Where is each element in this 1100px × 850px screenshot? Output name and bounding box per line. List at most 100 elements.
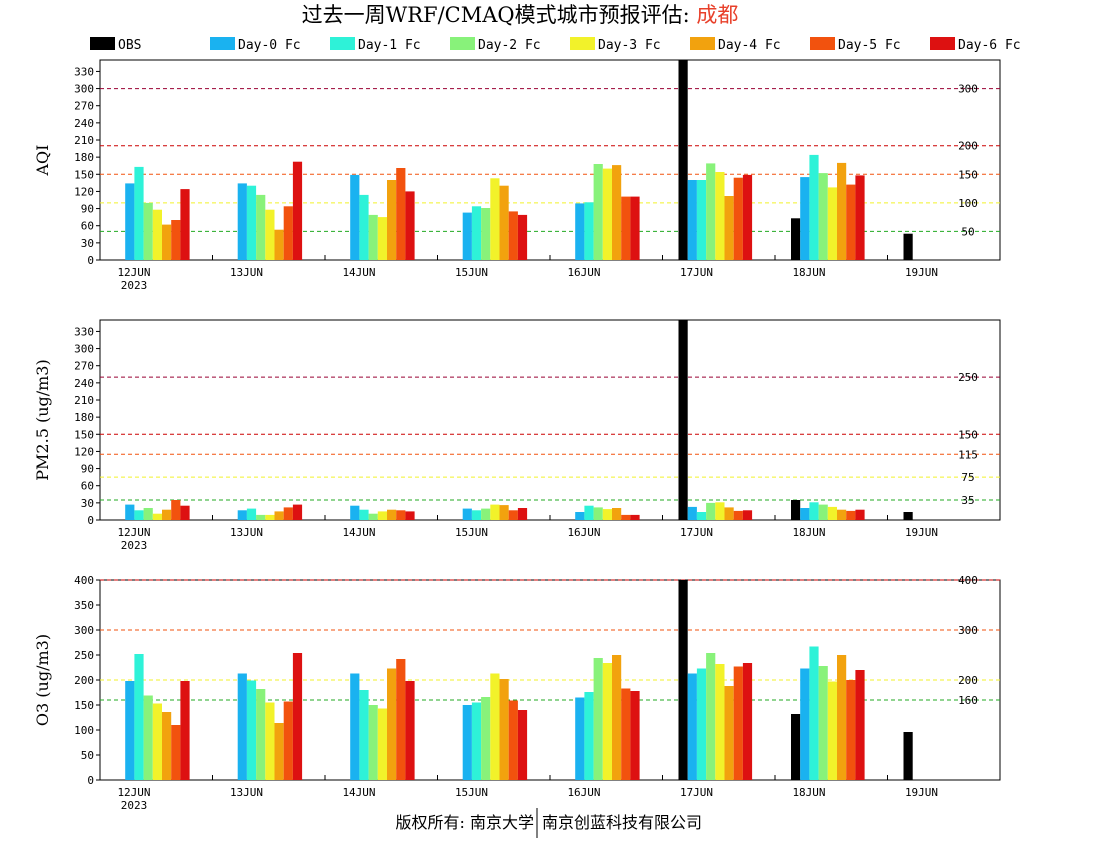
x-tick-label: 13JUN xyxy=(230,786,263,799)
bar-day-2-fc xyxy=(818,173,828,260)
y-tick-label: 270 xyxy=(74,360,94,373)
bar-day-3-fc xyxy=(715,172,725,260)
bar-day-2-fc xyxy=(256,514,266,520)
y-tick-label: 60 xyxy=(81,480,94,493)
bar-day-2-fc xyxy=(256,194,266,260)
x-tick-label: 15JUN xyxy=(455,786,488,799)
bar-obs xyxy=(903,512,913,520)
y-tick-label: 300 xyxy=(74,624,94,637)
bar-day-5-fc xyxy=(621,196,631,260)
bar-day-3-fc xyxy=(490,673,500,780)
x-tick-label: 14JUN xyxy=(342,526,375,539)
aqi-panel: 0 30 60 90 120 150 180 210 240 270 300 330 AQI 300 200… xyxy=(33,59,1001,292)
y-tick-label: 350 xyxy=(74,599,94,612)
bar-day-5-fc xyxy=(621,514,631,520)
bar-day-3-fc xyxy=(602,663,612,780)
x-year-label: 2023 xyxy=(121,539,148,552)
bar-day-1-fc xyxy=(359,690,369,780)
reference-line-label: 300 xyxy=(958,624,978,637)
bar-day-1-fc xyxy=(696,512,707,520)
bar-day-3-fc xyxy=(827,681,837,780)
x-tick-label: 17JUN xyxy=(680,266,713,279)
bar-day-6-fc xyxy=(405,511,415,520)
bar-day-1-fc xyxy=(246,508,257,520)
bar-day-6-fc xyxy=(742,663,753,780)
x-year-label: 2023 xyxy=(121,799,148,812)
y-tick-label: 0 xyxy=(87,774,94,787)
bar-day-6-fc xyxy=(630,514,640,520)
bar-obs xyxy=(678,320,688,520)
bar-day-2-fc xyxy=(818,666,828,780)
bar-day-5-fc xyxy=(846,680,856,780)
bar-day-2-fc xyxy=(593,507,603,520)
bar-day-6-fc xyxy=(180,189,190,260)
bar-day-1-fc xyxy=(584,505,594,520)
bar-day-5-fc xyxy=(171,500,181,520)
bar-day-0-fc xyxy=(687,180,697,260)
x-tick-label: 13JUN xyxy=(230,266,263,279)
bar-obs xyxy=(791,714,801,780)
y-tick-label: 0 xyxy=(87,514,94,527)
bar-day-0-fc xyxy=(575,512,585,520)
x-tick-label: 16JUN xyxy=(567,786,600,799)
bar-day-2-fc xyxy=(706,163,716,260)
bar-day-6-fc xyxy=(517,214,528,260)
legend-item: OBS xyxy=(90,37,141,53)
bar-day-0-fc xyxy=(125,183,135,260)
y-tick-label: 250 xyxy=(74,649,94,662)
bar-day-2-fc xyxy=(256,689,266,780)
bar-day-0-fc xyxy=(462,705,472,780)
reference-line-label: 160 xyxy=(958,694,978,707)
y-axis-label: PM2.5 (ug/m3) xyxy=(33,359,52,480)
y-tick-label: 150 xyxy=(74,428,94,441)
x-tick-label: 18JUN xyxy=(792,526,825,539)
bar-day-2-fc xyxy=(706,653,716,780)
y-axis-label: AQI xyxy=(33,145,52,177)
bar-day-1-fc xyxy=(584,202,594,260)
bar-day-4-fc xyxy=(499,505,509,520)
bar-day-5-fc xyxy=(396,168,406,260)
bar-day-2-fc xyxy=(143,508,153,520)
bar-day-5-fc xyxy=(283,701,293,780)
legend: OBS Day-0 Fc Day-1 Fc Day-2 Fc Day-3 Fc Day-4… xyxy=(90,37,1021,53)
bar-day-0-fc xyxy=(800,668,810,780)
reference-line-label: 75 xyxy=(961,471,974,484)
reference-line-label: 100 xyxy=(958,197,978,210)
x-tick-label: 16JUN xyxy=(567,266,600,279)
bar-day-3-fc xyxy=(490,504,500,520)
x-tick-label: 15JUN xyxy=(455,266,488,279)
x-tick-label: 14JUN xyxy=(342,266,375,279)
bar-day-4-fc xyxy=(837,509,847,520)
bar-day-4-fc xyxy=(162,712,172,780)
chart-title: 过去一周WRF/CMAQ模式城市预报评估: 成都 xyxy=(302,3,739,27)
bar-day-5-fc xyxy=(171,220,181,260)
y-tick-label: 330 xyxy=(74,325,94,338)
y-tick-label: 60 xyxy=(81,220,94,233)
x-tick-label: 12JUN xyxy=(117,266,150,279)
reference-line-label: 50 xyxy=(961,225,974,238)
bar-day-4-fc xyxy=(612,508,622,520)
bar-day-3-fc xyxy=(377,708,387,780)
bar-day-0-fc xyxy=(125,504,135,520)
x-tick-label: 19JUN xyxy=(905,266,938,279)
legend-label: Day-3 Fc xyxy=(598,38,661,53)
bar-day-1-fc xyxy=(359,194,369,260)
x-tick-label: 19JUN xyxy=(905,786,938,799)
bar-day-4-fc xyxy=(162,224,172,260)
bar-day-4-fc xyxy=(274,229,284,260)
bar-day-4-fc xyxy=(387,668,397,780)
y-tick-label: 30 xyxy=(81,497,94,510)
y-tick-label: 0 xyxy=(87,254,94,267)
bar-day-6-fc xyxy=(517,710,528,780)
bar-day-1-fc xyxy=(246,680,257,780)
y-tick-label: 300 xyxy=(74,343,94,356)
x-tick-label: 12JUN xyxy=(117,526,150,539)
pm25-panel: 0 30 60 90 120 150 180 210 240 270 300 330 PM2.5 (ug… xyxy=(33,319,1001,552)
y-tick-label: 330 xyxy=(74,65,94,78)
bar-day-4-fc xyxy=(162,509,172,520)
reference-line-label: 250 xyxy=(958,371,978,384)
y-tick-label: 270 xyxy=(74,100,94,113)
footer-company: 南京创蓝科技有限公司 xyxy=(542,813,702,832)
reference-line-label: 200 xyxy=(958,674,978,687)
y-tick-label: 180 xyxy=(74,151,94,164)
